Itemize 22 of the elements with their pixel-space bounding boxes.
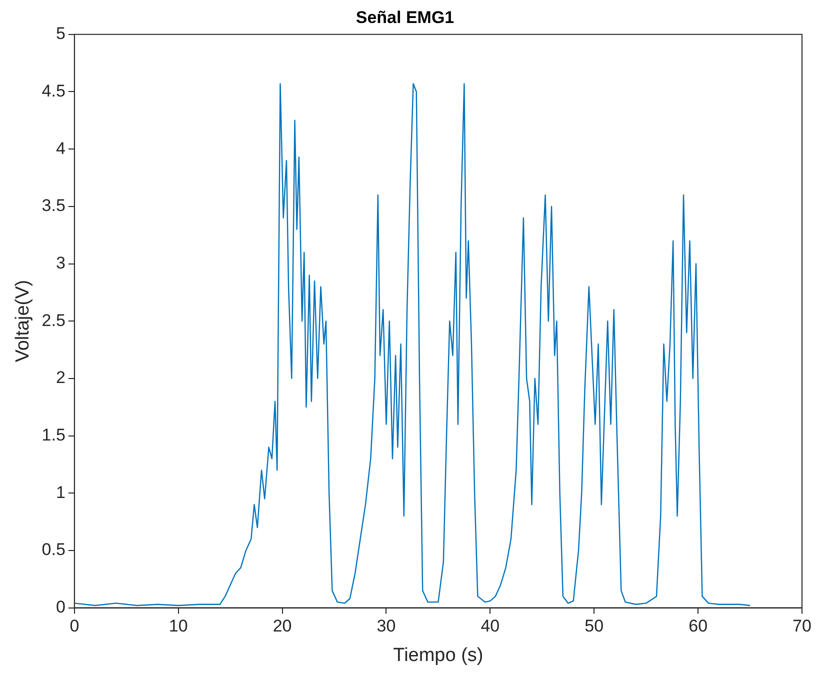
y-tick-label: 0.5: [42, 540, 66, 560]
y-tick-label: 3.5: [42, 196, 66, 216]
y-tick-label: 0: [56, 597, 66, 616]
x-tick-label: 40: [480, 616, 500, 636]
y-tick-label: 1.5: [42, 425, 66, 444]
x-tick-label: 20: [272, 616, 292, 636]
x-axis-title: Tiempo (s): [393, 644, 484, 666]
x-tick-label: 60: [688, 616, 708, 636]
y-tick-label: 5: [56, 24, 66, 44]
y-axis-title: Voltaje(V): [12, 280, 34, 362]
y-tick-label: 2.5: [42, 310, 66, 330]
x-tick-label: 30: [376, 616, 396, 636]
x-tick-label: 0: [70, 616, 80, 636]
y-tick-label: 4.5: [42, 81, 66, 100]
y-tick-label: 4: [56, 138, 66, 158]
y-tick-label: 1: [56, 482, 66, 502]
y-tick-label: 2: [56, 368, 66, 388]
x-tick-label: 10: [168, 616, 188, 636]
x-tick-label: 50: [584, 616, 604, 636]
y-tick-label: 3: [56, 253, 66, 272]
chart-title: Señal EMG1: [356, 8, 454, 27]
x-tick-label: 70: [792, 616, 812, 636]
